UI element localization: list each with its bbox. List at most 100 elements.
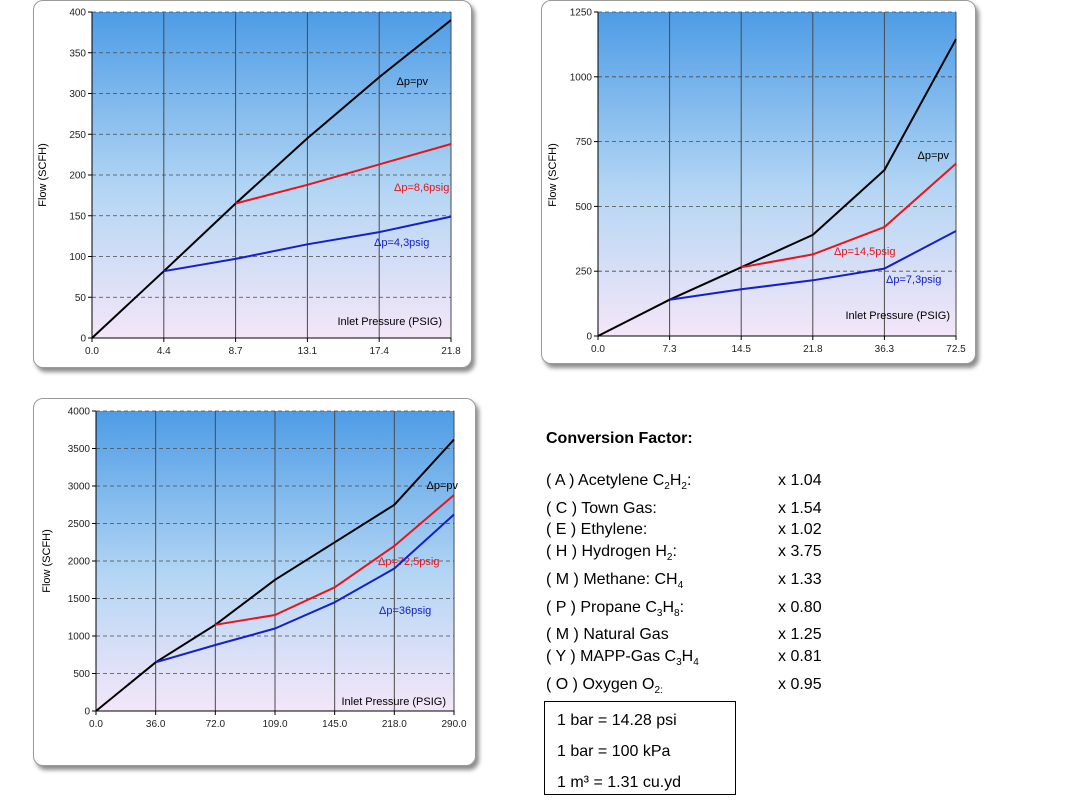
series-label-3: Δp=4,3psig: [374, 237, 429, 249]
y-axis-title: Flow (SCFH): [37, 143, 49, 207]
y-axis-title: Flow (SCFH): [41, 529, 53, 593]
x-tick-label: 14.5: [731, 344, 751, 355]
gas-text: :: [679, 598, 685, 616]
y-tick-label: 350: [69, 48, 86, 59]
gas-text: ( A ) Acetylene C: [546, 472, 665, 489]
conversion-row: ( Y ) MAPP-Gas C3H4 x 0.81: [546, 646, 846, 674]
y-tick-label: 500: [73, 669, 90, 680]
x-tick-label: 218.0: [382, 719, 407, 730]
x-tick-label: 72.5: [946, 344, 966, 355]
x-tick-label: 72.0: [206, 719, 226, 730]
y-tick-label: 100: [69, 252, 86, 263]
series-line-2: [215, 494, 455, 626]
conversion-factor-value: x 1.25: [778, 626, 822, 644]
formula-subscript: 2: [664, 481, 670, 493]
gas-text: H: [669, 472, 682, 489]
y-tick-label: 1000: [68, 632, 91, 643]
conversion-gas-label: ( H ) Hydrogen H2:: [546, 541, 778, 569]
y-tick-label: 500: [575, 202, 592, 213]
conversion-row: ( M ) Natural Gas x 1.25: [546, 624, 846, 646]
series-label-2: Δp=8,6psig: [394, 182, 449, 194]
series-line-2: [741, 162, 957, 269]
y-tick-label: 50: [75, 293, 87, 304]
unit-conversion-box: 1 bar = 14.28 psi 1 bar = 100 kPa 1 m³ =…: [544, 701, 736, 795]
x-tick-label: 109.0: [262, 719, 287, 730]
y-tick-label: 1250: [570, 8, 593, 19]
y-tick-label: 0: [84, 707, 90, 718]
chart-svg-3: 0.0 36.0 72.0 109.0 145.0 218.0 290.0 0 500 1000 1…: [41, 407, 467, 731]
series-line-1: [597, 38, 957, 337]
y-tick-label: 2000: [68, 557, 91, 568]
gas-text: ( M ) Natural Gas: [546, 626, 669, 644]
x-tick-label: 7.3: [663, 344, 677, 355]
y-tick-label: 300: [69, 89, 86, 100]
formula-subscript: 2:: [654, 684, 663, 696]
conversion-factor-panel: Conversion Factor: ( A ) Acetylene C2H2:…: [546, 430, 846, 701]
y-tick-label: 1500: [68, 594, 91, 605]
series-label-2: Δp=72,5psig: [378, 556, 439, 568]
x-tick-label: 21.8: [803, 344, 823, 355]
gas-text: ( M ) Methane: CH: [546, 570, 678, 588]
x-tick-label: 0.0: [85, 346, 99, 357]
series-line-3: [163, 215, 452, 273]
series-label-2: Δp=14,5psig: [834, 246, 895, 258]
conversion-factor-value: x 1.02: [778, 521, 822, 539]
gas-text: H: [662, 598, 674, 616]
conversion-gas-label: ( C ) Town Gas:: [546, 498, 778, 520]
conversion-factor-value: x 1.33: [778, 570, 822, 588]
formula-subscript: 4: [677, 579, 684, 591]
gas-text: :: [672, 542, 677, 560]
plot-area: [598, 12, 956, 336]
chart-card-1: 0.0 4.4 8.7 13.1 17.4 21.8 0 50 100 150 200 250 300 3…: [33, 0, 472, 368]
y-tick-label: 150: [69, 211, 86, 222]
formula-subscript: 3: [676, 657, 682, 669]
y-tick-label: 1000: [570, 72, 593, 83]
unit-line-bar-kpa: 1 bar = 100 kPa: [557, 743, 671, 760]
conversion-rows: ( A ) Acetylene C2H2: x 1.04( C ) Town Ga…: [546, 470, 846, 701]
y-tick-label: 0: [80, 334, 86, 345]
y-tick-label: 2500: [68, 519, 91, 530]
y-tick-label: 750: [575, 137, 592, 148]
y-tick-label: 250: [575, 267, 592, 278]
conversion-gas-label: ( P ) Propane C3H8:: [546, 597, 778, 625]
unit-line-bar-psi: 1 bar = 14.28 psi: [557, 712, 677, 729]
y-tick-label: 400: [69, 8, 86, 19]
conversion-gas-label: ( E ) Ethylene:: [546, 519, 778, 541]
x-tick-label: 17.4: [369, 346, 389, 357]
gas-text: ( H ) Hydrogen H: [546, 542, 667, 560]
gas-text: ( Y ) MAPP-Gas C: [546, 647, 677, 665]
formula-subscript: 3: [656, 607, 663, 619]
gas-text: :: [686, 472, 692, 489]
series-label-1: Δp=pv: [396, 76, 428, 88]
formula-subscript: 8: [674, 607, 680, 619]
conversion-row: ( O ) Oxygen O2: x 0.95: [546, 674, 846, 702]
x-tick-label: 36.3: [875, 344, 895, 355]
conversion-factor-value: x 3.75: [778, 542, 822, 560]
unit-line-m3-yd: 1 m³ = 1.31 cu.yd: [557, 774, 682, 791]
conversion-gas-label: ( O ) Oxygen O2:: [546, 674, 778, 702]
conversion-factor-value: x 0.95: [778, 675, 822, 693]
formula-subscript: 2: [681, 481, 687, 493]
x-tick-label: 13.1: [298, 346, 318, 357]
conversion-gas-label: ( M ) Natural Gas: [546, 624, 778, 646]
y-tick-label: 0: [586, 332, 592, 343]
gas-text: ( E ) Ethylene:: [546, 521, 648, 539]
series-line-3: [669, 230, 957, 301]
conversion-row: ( A ) Acetylene C2H2: x 1.04: [546, 470, 846, 498]
conversion-row: ( E ) Ethylene: x 1.02: [546, 519, 846, 541]
y-tick-label: 3000: [68, 482, 91, 493]
conversion-gas-label: ( A ) Acetylene C2H2:: [546, 470, 778, 498]
series-label-3: Δp=36psig: [379, 605, 431, 617]
conversion-row: ( P ) Propane C3H8: x 0.80: [546, 597, 846, 625]
chart-svg-1: 0.0 4.4 8.7 13.1 17.4 21.8 0 50 100 150 200 250 300 3…: [37, 8, 461, 358]
conversion-factor-value: x 0.80: [778, 598, 822, 616]
series-label-1: Δp=pv: [426, 480, 458, 492]
series-line-3: [155, 513, 455, 664]
formula-subscript: 2: [666, 552, 673, 564]
gas-text: ( P ) Propane C: [546, 598, 657, 616]
gas-text: ( O ) Oxygen O: [546, 675, 655, 693]
conversion-row: ( M ) Methane: CH4 x 1.33: [546, 569, 846, 597]
series-label-1: Δp=pv: [917, 150, 949, 162]
y-tick-label: 200: [69, 171, 86, 182]
x-tick-label: 290.0: [441, 719, 466, 730]
